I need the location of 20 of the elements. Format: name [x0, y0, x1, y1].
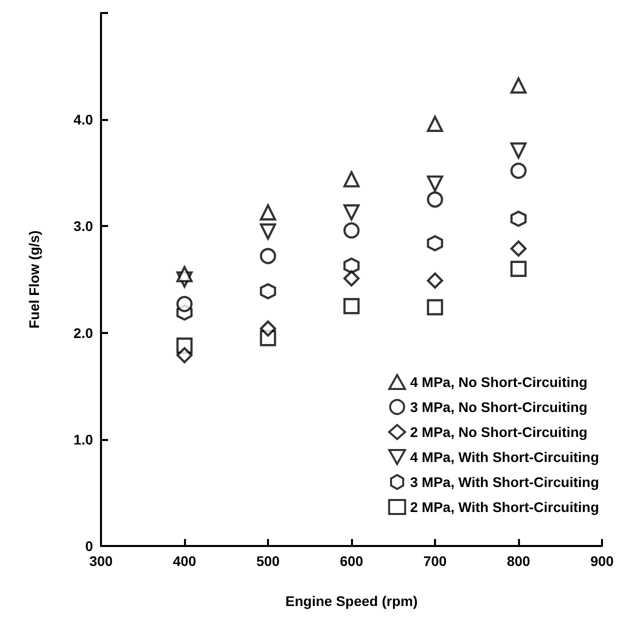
- y-tick-label: 3.0: [74, 218, 94, 234]
- legend-label: 4 MPa, With Short-Circuiting: [410, 449, 600, 465]
- y-tick-label: 1.0: [74, 431, 94, 448]
- x-tick-label: 600: [340, 553, 364, 569]
- legend-label: 4 MPa, No Short-Circuiting: [410, 374, 588, 390]
- x-tick-label: 400: [172, 553, 196, 569]
- x-tick-label: 900: [590, 553, 614, 569]
- legend-label: 3 MPa, No Short-Circuiting: [410, 399, 588, 415]
- x-tick-label: 500: [256, 553, 280, 569]
- legend-label: 2 MPa, No Short-Circuiting: [410, 424, 588, 440]
- legend-label: 2 MPa, With Short-Circuiting: [410, 499, 600, 515]
- x-tick-label: 800: [506, 553, 530, 569]
- x-axis-title: Engine Speed (rpm): [285, 593, 418, 609]
- x-tick-label: 300: [89, 553, 113, 569]
- x-tick-label: 700: [423, 553, 447, 569]
- legend-label: 3 MPa, With Short-Circuiting: [410, 474, 600, 490]
- y-tick-label: 0: [85, 538, 94, 554]
- y-tick-label: 2.0: [74, 324, 94, 341]
- y-axis-title: Fuel Flow (g/s): [26, 230, 42, 328]
- y-tick-label: 4.0: [74, 112, 94, 128]
